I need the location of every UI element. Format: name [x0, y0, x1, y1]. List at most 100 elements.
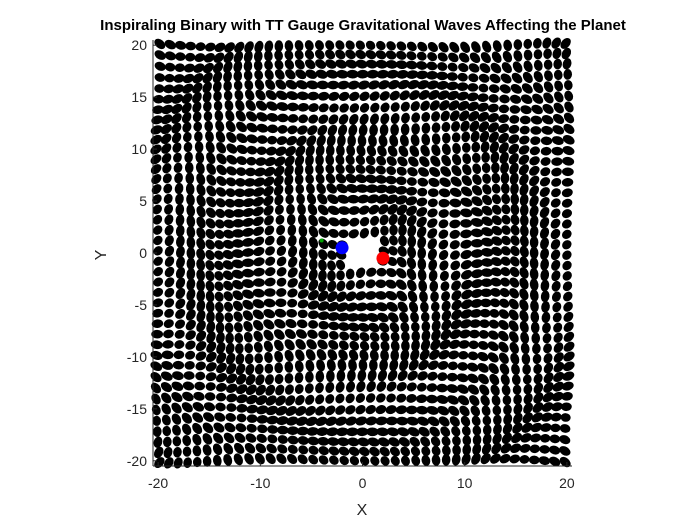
particle-point — [357, 369, 367, 382]
particle-point — [461, 453, 471, 466]
particle-point — [214, 291, 224, 302]
particle-point — [550, 249, 561, 261]
particle-point — [275, 395, 286, 406]
particle-point — [389, 90, 400, 101]
particle-point — [481, 443, 492, 455]
particle-point — [386, 301, 398, 312]
particle-point — [234, 188, 246, 198]
particle-point — [242, 208, 255, 217]
particle-point — [181, 93, 193, 104]
particle-point — [345, 40, 355, 50]
particle-point — [318, 249, 328, 261]
particle-layer — [150, 37, 575, 469]
particle-point — [410, 446, 421, 457]
particle-point — [273, 339, 284, 352]
particle-point — [186, 236, 196, 249]
particle-point — [533, 392, 544, 404]
particle-point — [253, 257, 265, 267]
particle-point — [358, 359, 368, 372]
particle-point — [223, 280, 234, 291]
particle-point — [450, 260, 461, 271]
particle-point — [449, 209, 461, 218]
particle-point — [380, 225, 389, 236]
particle-point — [561, 47, 572, 60]
particle-point — [318, 269, 327, 282]
particle-point — [215, 402, 226, 412]
particle-point — [175, 309, 186, 319]
particle-point — [215, 219, 225, 229]
particle-point — [400, 123, 410, 136]
particle-point — [559, 424, 571, 433]
particle-point — [205, 141, 215, 154]
particle-point — [458, 63, 469, 73]
particle-point — [252, 206, 264, 217]
particle-point — [294, 164, 304, 176]
particle-point — [508, 143, 520, 155]
particle-point — [379, 124, 389, 137]
particle-point — [427, 188, 439, 198]
particle-point — [231, 229, 245, 238]
particle-point — [305, 359, 315, 372]
particle-point — [396, 290, 408, 302]
particle-point — [477, 102, 489, 112]
particle-point — [386, 381, 397, 392]
particle-point — [315, 173, 325, 184]
particle-point — [523, 60, 533, 73]
particle-point — [548, 445, 561, 455]
particle-point — [224, 322, 234, 334]
particle-point — [418, 359, 429, 371]
particle-point — [205, 239, 215, 250]
particle-point — [379, 446, 390, 457]
particle-point — [559, 435, 571, 445]
particle-point — [192, 457, 202, 468]
particle-point — [450, 319, 462, 330]
particle-point — [161, 153, 172, 164]
particle-point — [337, 359, 347, 372]
particle-point — [482, 40, 492, 53]
particle-point — [233, 453, 243, 466]
particle-point — [519, 204, 529, 217]
particle-point — [467, 101, 479, 112]
particle-point — [327, 437, 340, 446]
particle-point — [172, 360, 185, 370]
particle-point — [509, 115, 520, 124]
particle-point — [493, 414, 502, 426]
particle-point — [562, 156, 575, 166]
particle-point — [416, 61, 428, 70]
particle-point — [508, 309, 519, 321]
particle-point — [397, 301, 408, 313]
particle-point — [522, 374, 532, 385]
particle-point — [356, 381, 366, 393]
particle-point — [184, 151, 193, 163]
particle-point — [284, 361, 294, 373]
particle-point — [182, 131, 192, 143]
particle-point — [461, 269, 473, 280]
particle-point — [477, 93, 489, 102]
particle-point — [287, 114, 299, 123]
particle-point — [365, 184, 379, 193]
particle-point — [390, 113, 400, 125]
particle-point — [347, 194, 360, 204]
particle-point — [439, 100, 450, 111]
particle-point — [225, 413, 237, 422]
particle-point — [185, 330, 196, 341]
particle-point — [305, 69, 318, 79]
particle-point — [298, 445, 309, 455]
particle-point — [305, 394, 315, 405]
particle-point — [368, 322, 380, 333]
particle-point — [152, 194, 162, 205]
particle-point — [337, 124, 348, 137]
particle-point — [513, 50, 523, 62]
particle-point — [345, 405, 356, 415]
particle-point — [367, 437, 380, 447]
particle-point — [316, 134, 326, 147]
particle-point — [284, 339, 295, 351]
particle-point — [406, 257, 417, 270]
particle-point — [216, 352, 227, 364]
particle-point — [152, 214, 163, 225]
particle-point — [553, 361, 565, 373]
particle-point — [523, 402, 533, 414]
particle-point — [380, 340, 390, 352]
particle-point — [266, 415, 279, 425]
particle-point — [213, 100, 223, 111]
